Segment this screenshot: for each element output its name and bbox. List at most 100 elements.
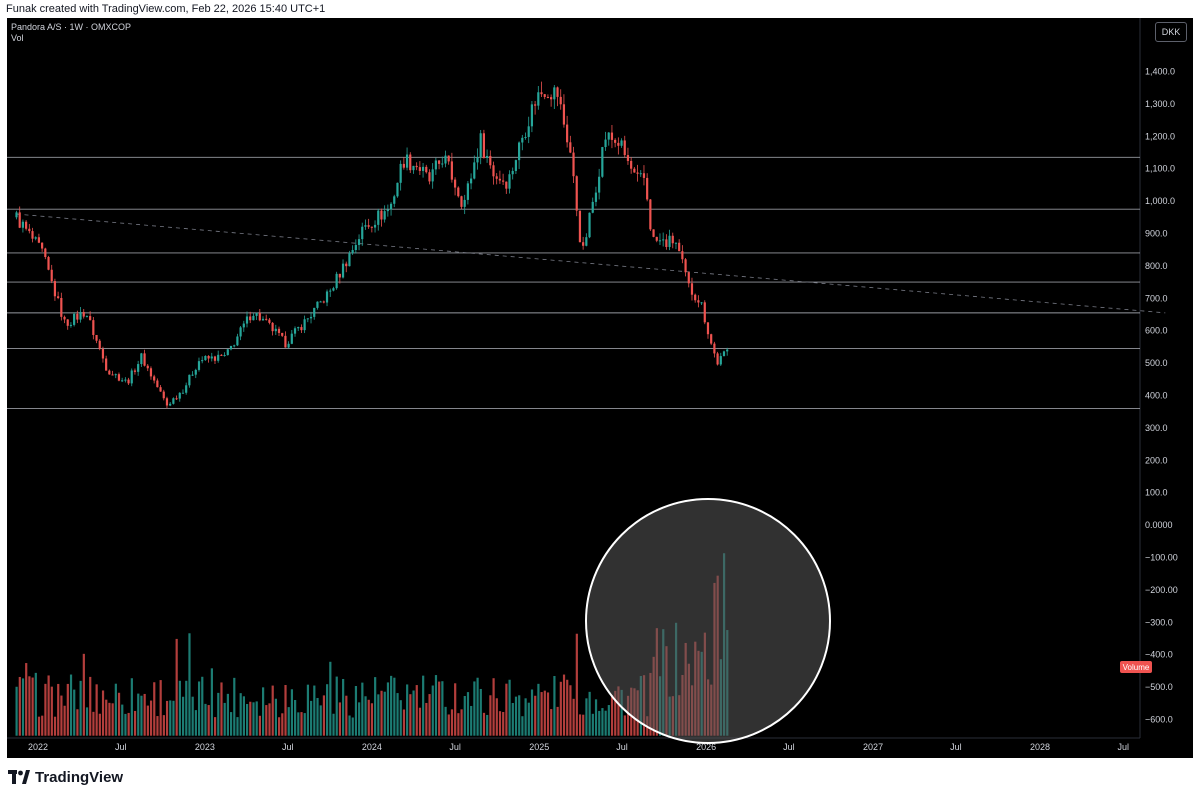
volume-bar (98, 713, 101, 736)
candle-body (226, 349, 229, 356)
candle-body (169, 403, 172, 406)
candle-body (585, 237, 588, 246)
chart-frame[interactable]: 1,400.0 1,300.0 1,200.0 1,100.0 1,000.0 900.0… (7, 18, 1193, 758)
volume-bar (242, 696, 245, 736)
candle-body (591, 201, 594, 213)
candle-body (463, 199, 466, 207)
candle-body (82, 312, 85, 317)
candle-body (534, 104, 537, 106)
candle-body (229, 345, 233, 350)
candle-body (444, 155, 447, 164)
y-tick-label: 1,200.0 (1145, 131, 1175, 141)
candle-body (60, 297, 63, 317)
volume-bar (92, 711, 95, 736)
candle-body (726, 349, 729, 352)
volume-bar (165, 700, 169, 736)
volume-bar (521, 716, 524, 736)
volume-bar (213, 717, 217, 736)
volume-bar (626, 695, 630, 736)
price-chart[interactable]: 1,400.0 1,300.0 1,200.0 1,100.0 1,000.0 900.0… (7, 18, 1193, 758)
candle-body (546, 96, 550, 98)
volume-bar (591, 713, 594, 736)
x-tick-label: 2024 (362, 742, 382, 752)
currency-button[interactable]: DKK (1155, 22, 1187, 42)
volume-bar (383, 691, 386, 736)
volume-bar (25, 663, 28, 736)
volume-bar (239, 693, 242, 736)
volume-bar (546, 692, 550, 736)
volume-bar (444, 706, 447, 736)
candle-body (361, 226, 364, 240)
volume-bar (197, 681, 201, 736)
volume-bar (463, 696, 466, 736)
candle-body (258, 312, 261, 321)
y-tick-label: −600.0 (1145, 715, 1173, 725)
candle-body (601, 147, 604, 177)
volume-bar (540, 692, 543, 736)
candle-body (220, 354, 223, 356)
candle-body (498, 178, 501, 181)
candle-body (133, 370, 137, 372)
candle-body (345, 263, 348, 267)
candle-body (69, 324, 73, 326)
candle-body (332, 288, 335, 291)
candle-body (719, 356, 722, 365)
caption-text: Funak created with TradingView.com, Feb … (6, 3, 326, 15)
candle-body (505, 181, 508, 189)
candle-body (636, 172, 639, 174)
candle-body (556, 87, 559, 97)
candle-body (518, 142, 521, 161)
candle-body (649, 199, 652, 230)
candle-body (716, 353, 719, 365)
candle-body (271, 322, 274, 332)
volume-bar (175, 638, 178, 736)
candle-body (562, 104, 566, 125)
candle-body (130, 370, 133, 384)
y-tick-label: 900.0 (1145, 229, 1168, 239)
volume-bar (95, 684, 98, 736)
volume-bar (162, 715, 165, 736)
volume-bar (460, 709, 463, 736)
candle-body (66, 319, 69, 326)
x-tick-label: Jul (783, 742, 795, 752)
candle-body (662, 239, 665, 241)
volume-bar (169, 700, 172, 736)
candle-body (501, 180, 505, 182)
candle-body (428, 172, 431, 182)
candle-body (153, 376, 156, 381)
volume-bar (303, 713, 306, 736)
candle-body (37, 237, 41, 243)
candle-body (665, 239, 668, 247)
volume-bar (543, 690, 546, 736)
y-tick-label: 600.0 (1145, 326, 1168, 336)
volume-bar (358, 702, 361, 736)
candle-body (207, 355, 210, 359)
candle-body (76, 313, 79, 320)
candle-body (341, 263, 345, 278)
volume-bar (310, 700, 313, 736)
volume-bar (37, 716, 41, 736)
candle-body (149, 368, 153, 377)
volume-bar (34, 672, 37, 736)
x-tick-label: Jul (1117, 742, 1129, 752)
volume-bar (466, 692, 470, 736)
volume-bar (598, 710, 601, 736)
x-tick-label: 2022 (28, 742, 48, 752)
candle-body (399, 163, 402, 183)
volume-bar (556, 706, 559, 736)
candle-body (322, 301, 325, 303)
volume-bar (338, 702, 342, 736)
candle-body (34, 237, 37, 239)
candle-body (178, 392, 181, 399)
candle-body (630, 160, 633, 169)
volume-bar (149, 700, 153, 736)
candle-body (31, 231, 34, 239)
volume-bar (121, 704, 124, 736)
volume-bar (111, 703, 114, 736)
volume-bar (127, 712, 130, 736)
candle-body (364, 225, 367, 227)
candle-body (309, 316, 313, 319)
candle-body (249, 316, 252, 321)
candle-body (85, 316, 89, 318)
x-tick-label: 2025 (529, 742, 549, 752)
